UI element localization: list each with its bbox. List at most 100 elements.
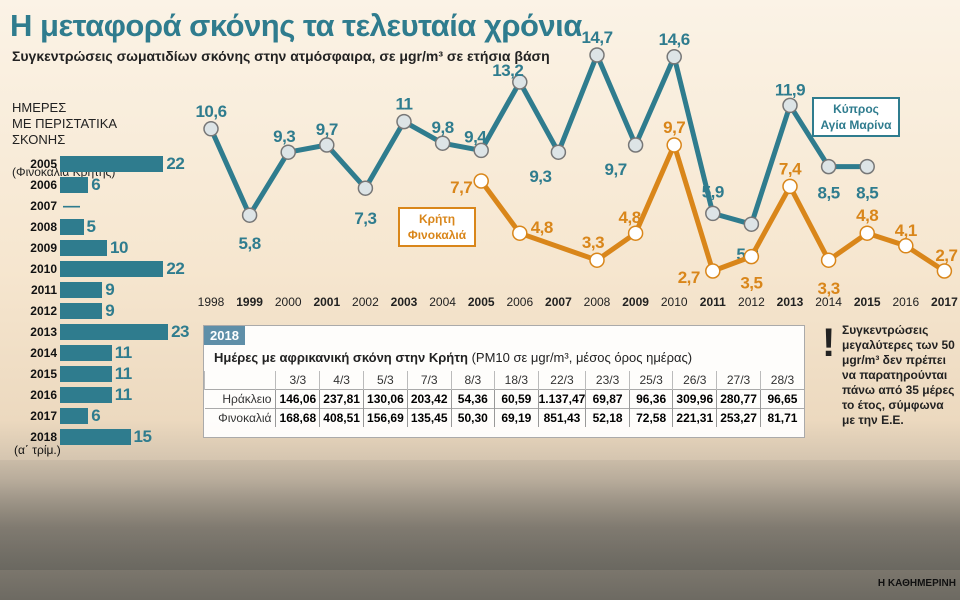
table-corner	[203, 371, 276, 390]
data-point	[627, 225, 644, 241]
bar-value-label: 9	[105, 301, 115, 320]
x-tick-label: 2004	[429, 295, 456, 309]
table-column-header: 28/3	[759, 371, 804, 390]
bar-value-label: 6	[91, 406, 101, 425]
table-column-header: 3/3	[275, 371, 320, 390]
data-point-label: 4,8	[619, 208, 641, 227]
data-point	[203, 121, 219, 137]
table-title-bold: Ημέρες με αφρικανική σκόνη στην Κρήτη	[214, 350, 468, 365]
bar	[60, 345, 112, 361]
table-cell: 72,58	[628, 408, 673, 427]
data-point	[473, 173, 489, 189]
data-point-label: 9,4	[464, 127, 487, 146]
data-point	[512, 74, 528, 90]
data-point-label: 9,8	[432, 118, 454, 137]
bar-value-label: 15	[133, 427, 152, 446]
bar	[60, 387, 112, 403]
data-point	[550, 144, 567, 160]
data-point-label: 9,7	[663, 118, 685, 137]
bar-year: 2018	[30, 430, 57, 444]
bar-year: 2006	[30, 178, 57, 192]
table-column-header: 25/3	[628, 371, 673, 390]
bar-value-label: 9	[105, 280, 115, 299]
data-point-label: 2,7	[678, 268, 700, 287]
data-point-label: 7,3	[354, 209, 376, 228]
data-point-label: 10,6	[195, 102, 226, 121]
legend-cyprus-line1: Κύπρος	[833, 102, 879, 116]
table-cell: 237,81	[319, 389, 364, 409]
dust-days-table-panel: 2018 Ημέρες με αφρικανική σκόνη στην Κρή…	[203, 325, 805, 438]
table-cell: 69,19	[494, 408, 539, 427]
data-point	[666, 137, 682, 153]
table-title: Ημέρες με αφρικανική σκόνη στην Κρήτη (P…	[214, 350, 692, 365]
table-row: Ηράκλειο 146,06 237,81 130,06 203,42 54,36 60,…	[204, 389, 804, 409]
data-point-label: 7,4	[779, 159, 802, 178]
table-cell: 54,36	[450, 389, 495, 409]
data-point	[820, 158, 837, 175]
bar-row: 2017 6	[10, 406, 101, 425]
bar-row: 2011 9	[10, 280, 115, 299]
bar-value-label: 22	[166, 154, 185, 173]
x-tick-label: 2014	[815, 295, 842, 309]
x-tick-label: 1998	[198, 295, 225, 309]
series-line-cyprus	[208, 52, 868, 227]
table-cell: 96,36	[628, 389, 673, 409]
bar-row: 2014 11	[10, 343, 132, 362]
data-point	[280, 144, 296, 160]
table-cell: 81,71	[759, 408, 804, 427]
page-subtitle: Συγκεντρώσεις σωματιδίων σκόνης στην ατμ…	[12, 48, 550, 64]
bar-value-label: 11	[114, 385, 132, 404]
table-column-header: 4/3	[319, 371, 364, 390]
table-row-label: Ηράκλειο	[204, 389, 276, 409]
data-point	[396, 113, 412, 130]
data-point-label: 3,3	[818, 279, 840, 298]
bar-row: 2009 10	[10, 238, 128, 257]
bar-row: 2008 5	[10, 217, 96, 236]
table-column-header: 27/3	[716, 371, 761, 390]
data-point-label: 11	[396, 95, 413, 114]
bar-value-label: 10	[110, 238, 128, 257]
bar	[60, 429, 131, 445]
bar	[60, 156, 164, 172]
x-tick-label: 2012	[738, 295, 765, 309]
legend-cyprus: Κύπρος Αγία Μαρίνα	[812, 97, 900, 137]
bar-year: 2014	[30, 346, 57, 360]
data-point	[936, 263, 953, 279]
data-point	[473, 142, 489, 159]
table-cell: 203,42	[406, 389, 452, 409]
data-point	[782, 97, 798, 114]
bar-year: 2011	[30, 283, 57, 297]
data-point	[743, 248, 760, 265]
bar-row: 2015 11	[10, 364, 132, 383]
data-point	[627, 137, 644, 153]
table-cell: 221,31	[672, 408, 717, 427]
bar-note: (α΄ τρίμ.)	[14, 443, 61, 457]
data-point-label: 11,9	[775, 80, 805, 99]
table-column-header: 22/3	[537, 371, 586, 390]
bar-year: 2005	[30, 157, 57, 171]
data-point-label: 4,1	[895, 221, 917, 240]
data-point-label: 7,7	[450, 178, 472, 197]
x-tick-label: 2017	[931, 295, 958, 309]
bar	[60, 219, 84, 235]
bar	[60, 408, 89, 424]
legend-crete: Κρήτη Φινοκαλιά	[398, 207, 476, 247]
data-point-label: 9,3	[529, 167, 551, 186]
table-cell: 146,06	[275, 389, 320, 409]
table-cell: 60,59	[494, 389, 539, 409]
data-point-label: 8,5	[818, 184, 840, 203]
publisher-credit: Η ΚΑΘΗΜΕΡΙΝΗ	[877, 578, 956, 589]
bar	[60, 366, 112, 382]
x-tick-label: 2016	[892, 295, 919, 309]
data-point	[820, 252, 837, 268]
bar-year: 2017	[30, 409, 57, 423]
bar	[60, 303, 103, 319]
x-tick-label: 2013	[777, 295, 804, 309]
data-point	[434, 135, 451, 151]
bar-year: 2008	[30, 220, 57, 234]
data-point-label: 3,5	[740, 274, 762, 293]
table-column-header: 26/3	[672, 371, 717, 390]
x-tick-label: 2003	[391, 295, 418, 309]
x-tick-label: 2009	[622, 295, 649, 309]
data-point-label: 4,8	[856, 206, 878, 225]
